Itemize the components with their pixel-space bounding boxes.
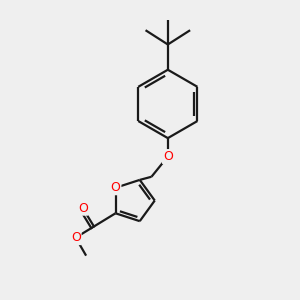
Text: O: O xyxy=(78,202,88,215)
Text: O: O xyxy=(163,150,173,163)
Text: O: O xyxy=(111,181,120,194)
Text: O: O xyxy=(71,231,81,244)
